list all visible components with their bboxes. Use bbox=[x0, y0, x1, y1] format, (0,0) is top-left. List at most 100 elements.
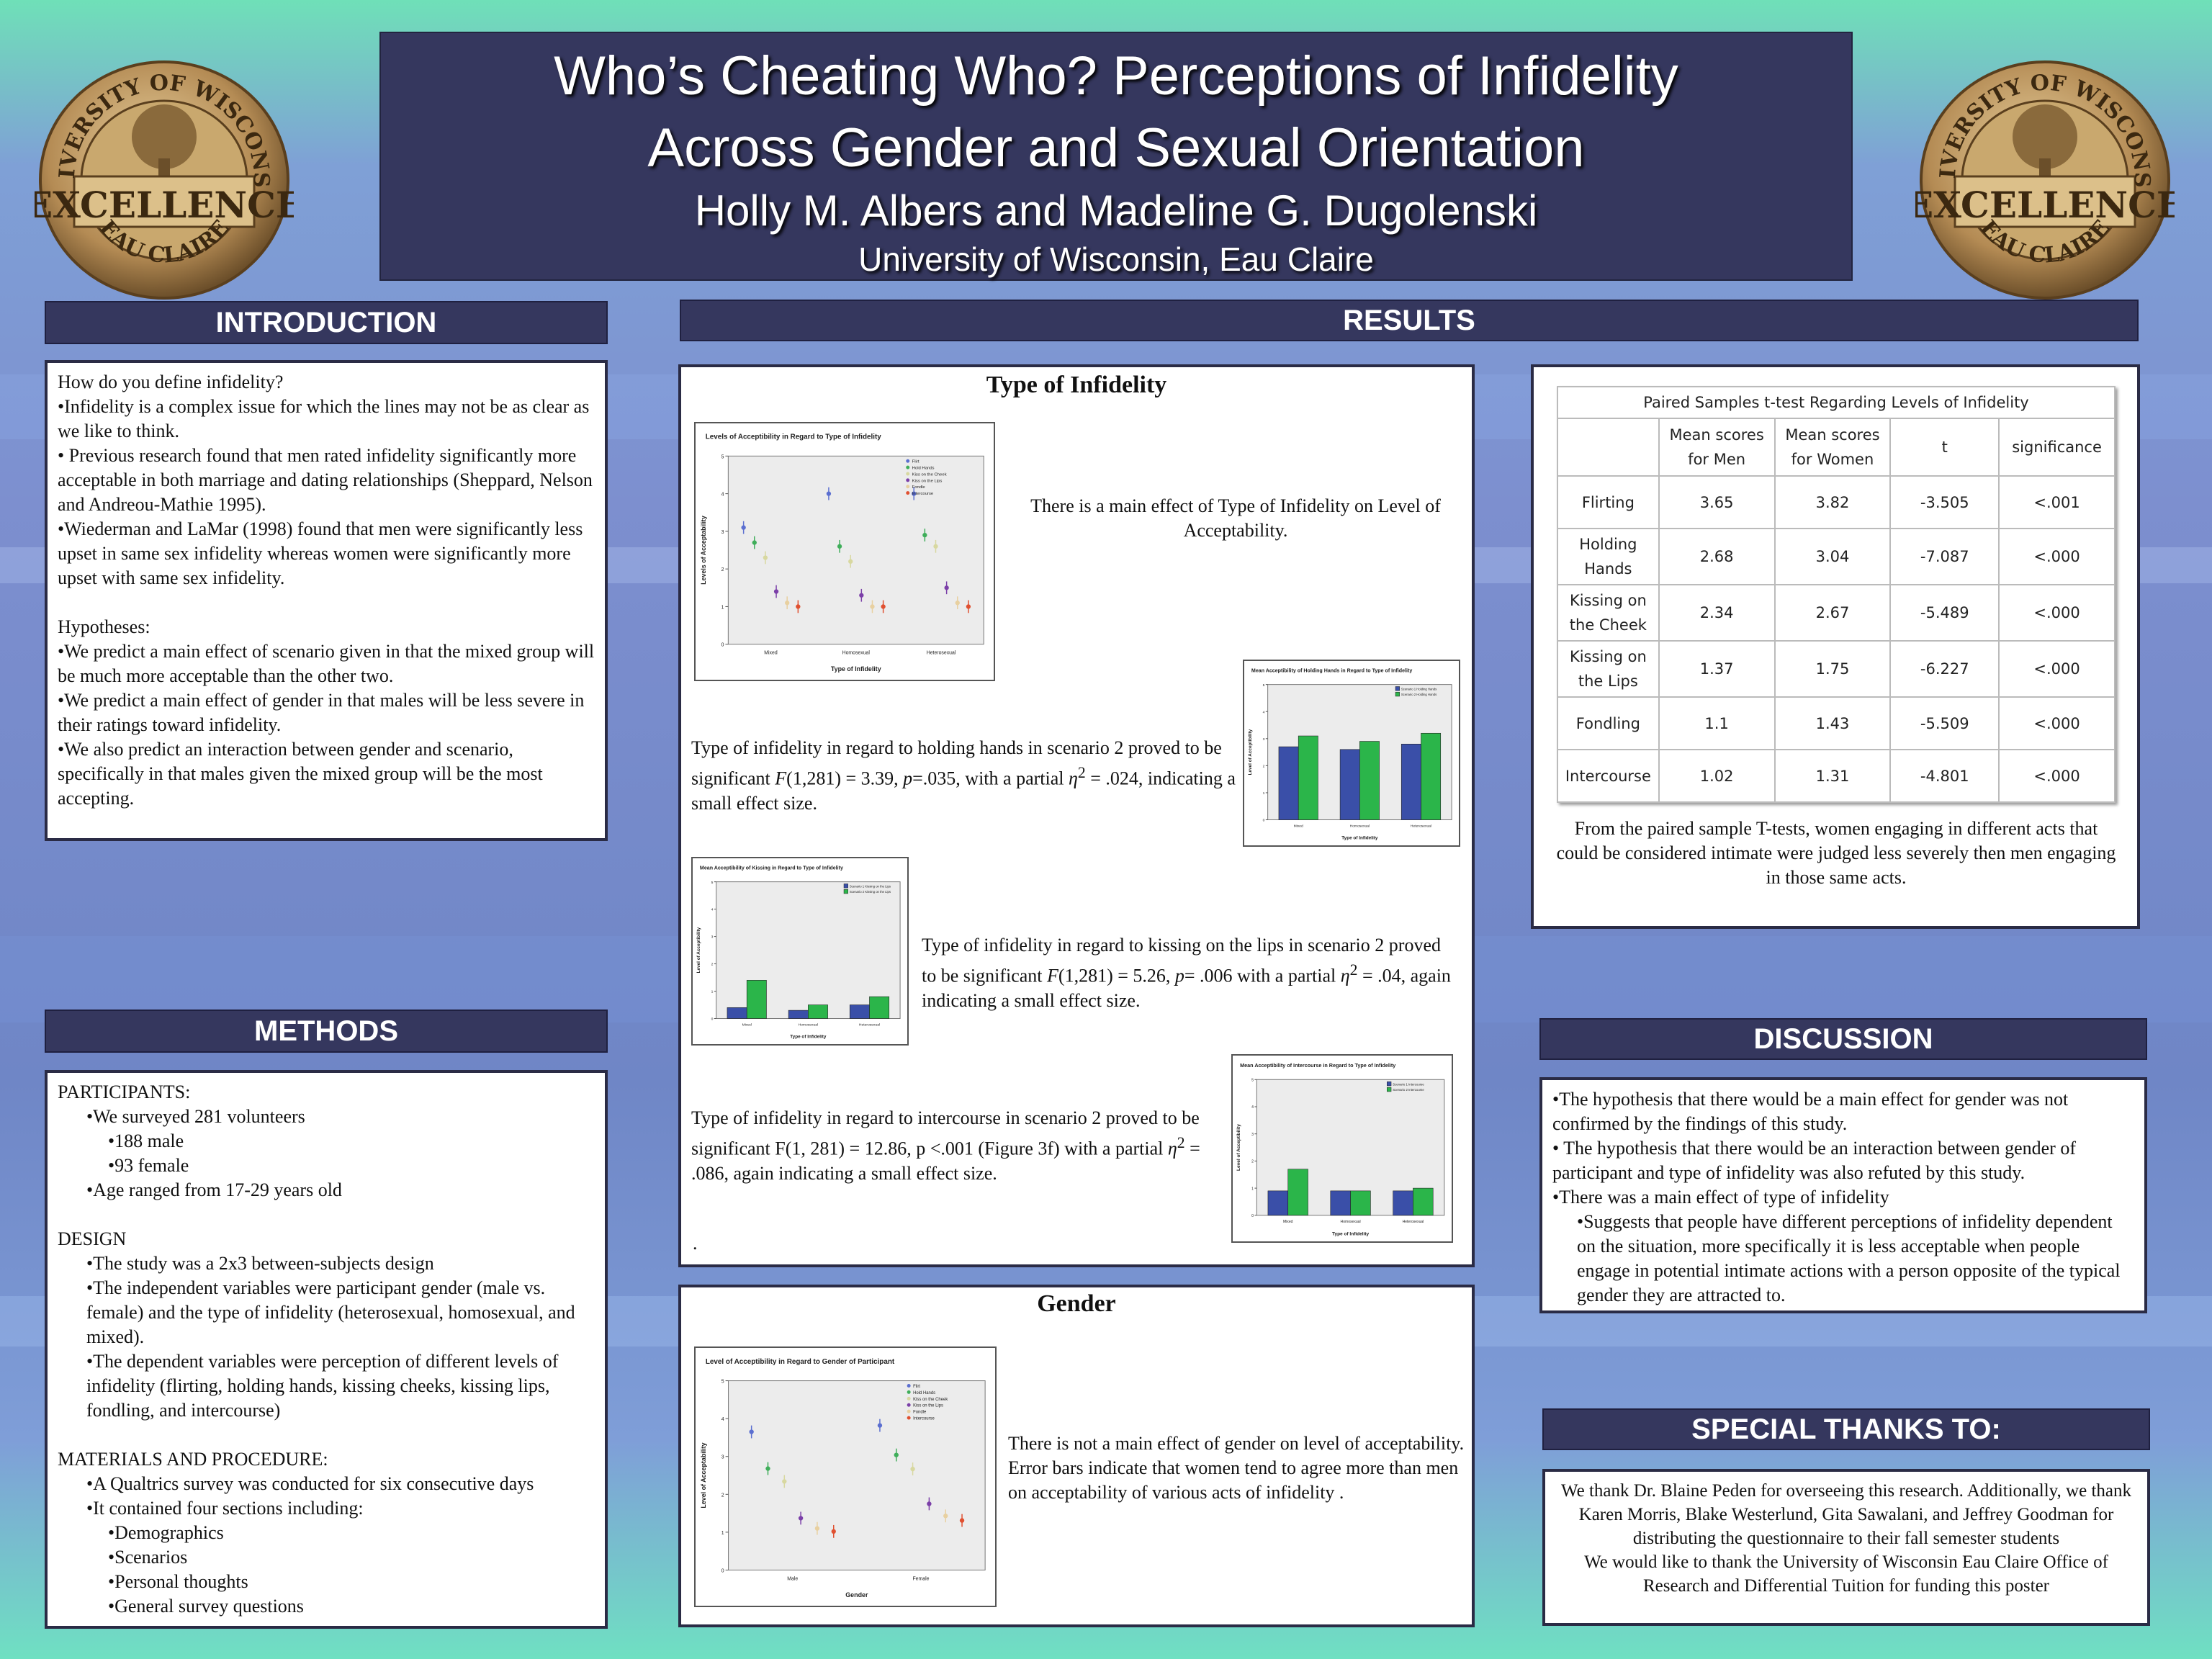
y-tick-label: 0 bbox=[711, 1017, 714, 1022]
legend-label: Fondle bbox=[913, 1411, 927, 1415]
y-axis-label: Level of Acceptibility bbox=[1236, 1124, 1241, 1171]
legend-label: Hold Hands bbox=[912, 467, 935, 471]
x-tick-label: Homosexual bbox=[1341, 1220, 1361, 1224]
intro-line: Hypotheses: bbox=[58, 616, 150, 637]
bar bbox=[1421, 732, 1442, 820]
data-point bbox=[881, 604, 886, 609]
table-cell: 3.82 bbox=[1773, 475, 1892, 529]
legend-swatch bbox=[843, 889, 848, 894]
table-row: Holding Hands 2.68 3.04 -7.087 <.000 bbox=[1557, 528, 2116, 585]
data-point bbox=[782, 1479, 787, 1484]
legend-swatch bbox=[906, 491, 910, 495]
chart-kissing: Mean Acceptibility of Kissing in Regard … bbox=[691, 857, 909, 1046]
bar bbox=[849, 1004, 870, 1019]
discussion-line: •There was a main effect of type of infi… bbox=[1552, 1187, 1889, 1208]
legend-swatch bbox=[906, 465, 910, 469]
table-row: Intercourse 1.02 1.31 -4.801 <.000 bbox=[1557, 749, 2116, 803]
kissing-p: p bbox=[1174, 965, 1184, 986]
legend-swatch bbox=[1395, 686, 1400, 691]
bar bbox=[746, 980, 767, 1019]
table-cell: 3.04 bbox=[1773, 528, 1892, 585]
chart-title: Levels of Acceptibility in Regard to Typ… bbox=[706, 433, 881, 441]
chart-title: Level of Acceptibility in Regard to Gend… bbox=[706, 1358, 895, 1366]
methods-line: •93 female bbox=[108, 1155, 189, 1176]
x-tick-label: Female bbox=[912, 1576, 929, 1581]
table-header-cell: Mean scores for Men bbox=[1658, 418, 1776, 477]
legend-label: Intercourse bbox=[913, 1417, 935, 1421]
table-header-cell: significance bbox=[1998, 418, 2116, 477]
data-point bbox=[966, 604, 971, 609]
bar bbox=[1330, 1190, 1351, 1216]
legend-label: Kiss on the Cheek bbox=[913, 1398, 948, 1402]
intercourse-eta: η bbox=[1167, 1138, 1177, 1159]
chart-title: Mean Acceptibility of Holding Hands in R… bbox=[1251, 668, 1412, 674]
bar bbox=[1278, 746, 1299, 820]
legend-swatch bbox=[907, 1384, 911, 1388]
y-axis-label: Level of Acceptability bbox=[700, 1442, 707, 1508]
poster-header: Who’s Cheating Who? Perceptions of Infid… bbox=[379, 32, 1853, 281]
legend-label: Scenario 1 Holding Hands bbox=[1401, 687, 1437, 691]
kissing-text: Type of infidelity in regard to kissing … bbox=[922, 933, 1455, 1013]
data-point bbox=[773, 589, 779, 594]
x-tick-label: Heterosexual bbox=[927, 651, 956, 656]
data-point bbox=[798, 1516, 804, 1521]
data-point bbox=[749, 1429, 754, 1434]
discussion-box: •The hypothesis that there would be a ma… bbox=[1539, 1077, 2147, 1313]
intercourse-sup: 2 bbox=[1177, 1134, 1185, 1151]
y-tick-label: 0 bbox=[1251, 1214, 1254, 1218]
y-axis-label: Level of Acceptibility bbox=[696, 927, 701, 973]
data-point bbox=[752, 540, 757, 545]
seal-middle-text: EXCELLENCE bbox=[1915, 184, 2175, 226]
data-point bbox=[933, 544, 938, 549]
kissing-text-b: (1,281) = 5.26, bbox=[1058, 965, 1175, 986]
y-tick-label: 3 bbox=[721, 1455, 724, 1460]
intro-line: •We predict a main effect of gender in t… bbox=[58, 690, 585, 735]
y-tick-label: 3 bbox=[721, 530, 724, 535]
legend-label: Fondle bbox=[912, 485, 926, 490]
table-cell: <.000 bbox=[1998, 584, 2116, 642]
data-point bbox=[877, 1423, 883, 1428]
legend-swatch bbox=[906, 459, 910, 463]
discussion-heading: DISCUSSION bbox=[1539, 1018, 2147, 1060]
table-header-row: Mean scores for Men Mean scores for Women… bbox=[1557, 418, 2116, 477]
methods-line: •It contained four sections including: bbox=[86, 1498, 364, 1519]
y-tick-label: 5 bbox=[721, 454, 724, 459]
bar bbox=[1413, 1187, 1434, 1216]
type-section-title: Type of Infidelity bbox=[986, 372, 1167, 398]
kissing-text-d: = .04, again indicating a small effect s… bbox=[922, 965, 1451, 1011]
table-cell: Fondling bbox=[1557, 696, 1660, 750]
y-axis-label: Level of Acceptibility bbox=[1248, 729, 1253, 775]
y-tick-label: 2 bbox=[721, 567, 724, 572]
bar bbox=[727, 1007, 747, 1019]
kissing-f: F bbox=[1047, 965, 1058, 986]
table-header-cell: Mean scores for Women bbox=[1773, 418, 1892, 477]
y-tick-label: 3 bbox=[1251, 1133, 1254, 1137]
methods-line: •The independent variables were particip… bbox=[86, 1277, 575, 1347]
table-cell: Holding Hands bbox=[1557, 528, 1660, 585]
y-tick-label: 2 bbox=[1263, 764, 1265, 768]
legend-label: Flirt bbox=[912, 460, 920, 464]
ttest-panel: Paired Samples t-test Regarding Levels o… bbox=[1531, 364, 2140, 929]
legend-label: Flirt bbox=[913, 1385, 920, 1389]
chart-type-of-infidelity: Levels of Acceptibility in Regard to Typ… bbox=[694, 422, 995, 681]
table-cell: <.000 bbox=[1998, 640, 2116, 698]
table-cell: 1.1 bbox=[1658, 696, 1776, 750]
data-point bbox=[922, 532, 927, 538]
table-cell: <.000 bbox=[1998, 696, 2116, 750]
holding-eta: η bbox=[1068, 768, 1078, 789]
y-tick-label: 0 bbox=[1263, 819, 1265, 823]
methods-line: •Scenarios bbox=[108, 1547, 188, 1568]
table-cell: -7.087 bbox=[1889, 528, 2000, 585]
legend-swatch bbox=[1395, 692, 1400, 697]
x-tick-label: Mixed bbox=[764, 651, 778, 656]
y-tick-label: 4 bbox=[721, 493, 724, 498]
table-cell: 1.75 bbox=[1773, 640, 1892, 698]
ttest-table: Paired Samples t-test Regarding Levels o… bbox=[1557, 386, 2116, 803]
methods-line: •The dependent variables were perception… bbox=[86, 1351, 559, 1421]
table-cell: 1.37 bbox=[1658, 640, 1776, 698]
introduction-box: How do you define infidelity? •Infidelit… bbox=[45, 360, 608, 841]
y-tick-label: 1 bbox=[721, 605, 724, 610]
data-point bbox=[859, 593, 864, 598]
data-point bbox=[837, 544, 842, 549]
thanks-box: We thank Dr. Blaine Peden for overseeing… bbox=[1542, 1469, 2150, 1626]
